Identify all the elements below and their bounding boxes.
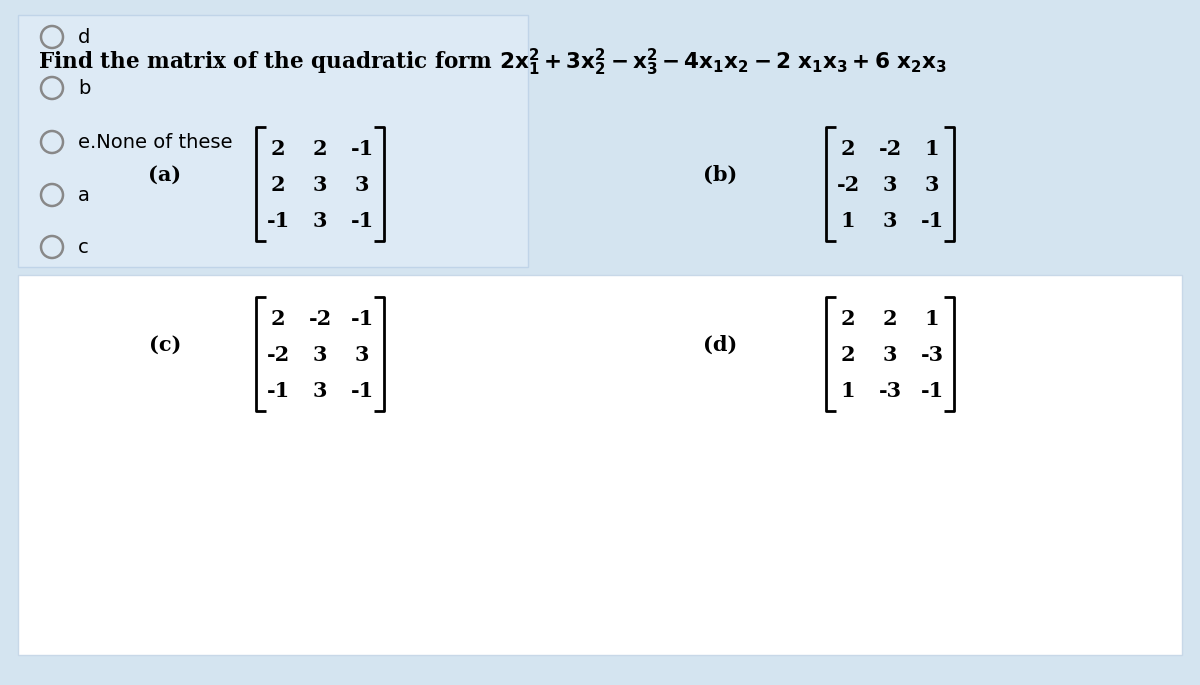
- Text: 3: 3: [313, 381, 328, 401]
- Text: -1: -1: [350, 309, 373, 329]
- Text: 3: 3: [925, 175, 940, 195]
- Text: (b): (b): [703, 165, 737, 185]
- Circle shape: [42, 132, 61, 151]
- Text: 3: 3: [313, 175, 328, 195]
- Text: -3: -3: [878, 381, 901, 401]
- Text: -1: -1: [350, 139, 373, 159]
- Text: -3: -3: [920, 345, 943, 365]
- FancyBboxPatch shape: [18, 15, 528, 267]
- Circle shape: [42, 238, 61, 256]
- Text: c: c: [78, 238, 89, 256]
- Circle shape: [42, 27, 61, 47]
- Text: 3: 3: [313, 211, 328, 231]
- Text: (a): (a): [149, 165, 181, 185]
- Text: (c): (c): [149, 335, 181, 355]
- Circle shape: [42, 186, 61, 205]
- Text: -2: -2: [308, 309, 331, 329]
- Circle shape: [42, 79, 61, 97]
- Text: 2: 2: [271, 139, 286, 159]
- Text: -1: -1: [350, 381, 373, 401]
- Text: -1: -1: [266, 211, 289, 231]
- Text: 3: 3: [883, 211, 898, 231]
- Text: 2: 2: [271, 175, 286, 195]
- Text: 2: 2: [271, 309, 286, 329]
- Text: -2: -2: [878, 139, 901, 159]
- Text: 3: 3: [355, 175, 370, 195]
- Text: -2: -2: [836, 175, 859, 195]
- Text: 2: 2: [883, 309, 898, 329]
- Text: 2: 2: [841, 139, 856, 159]
- Text: 1: 1: [925, 309, 940, 329]
- Text: 3: 3: [355, 345, 370, 365]
- Text: 1: 1: [841, 211, 856, 231]
- Text: -1: -1: [350, 211, 373, 231]
- Text: 3: 3: [883, 345, 898, 365]
- FancyBboxPatch shape: [18, 275, 1182, 655]
- Text: 3: 3: [313, 345, 328, 365]
- Text: -1: -1: [920, 211, 943, 231]
- Text: -1: -1: [920, 381, 943, 401]
- Text: 2: 2: [313, 139, 328, 159]
- Text: e.None of these: e.None of these: [78, 132, 233, 151]
- Text: 1: 1: [925, 139, 940, 159]
- Text: 3: 3: [883, 175, 898, 195]
- Text: 1: 1: [841, 381, 856, 401]
- Text: -2: -2: [266, 345, 289, 365]
- Text: 2: 2: [841, 309, 856, 329]
- Text: 2: 2: [841, 345, 856, 365]
- Text: -1: -1: [266, 381, 289, 401]
- Text: b: b: [78, 79, 90, 97]
- Text: d: d: [78, 27, 90, 47]
- Text: Find the matrix of the quadratic form $\mathbf{2x_1^2 + 3x_2^2 - x_3^2 - 4x_1x_2: Find the matrix of the quadratic form $\…: [38, 47, 947, 78]
- Text: a: a: [78, 186, 90, 205]
- Text: (d): (d): [703, 335, 737, 355]
